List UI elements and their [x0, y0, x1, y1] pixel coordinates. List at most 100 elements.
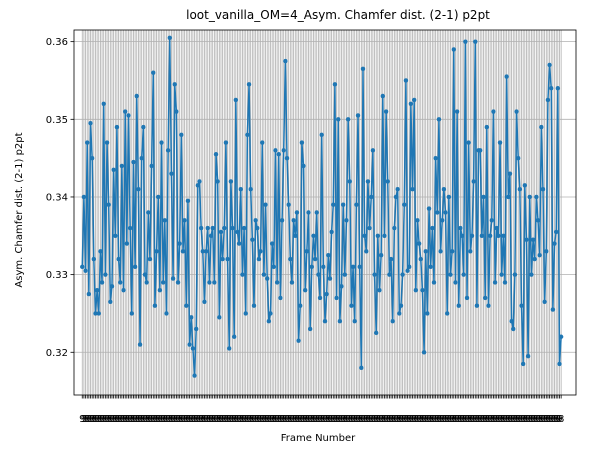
data-point: [125, 241, 129, 245]
data-point: [85, 140, 89, 144]
data-point: [272, 265, 276, 269]
data-point: [366, 179, 370, 183]
data-point: [240, 272, 244, 276]
data-point: [377, 288, 381, 292]
data-point: [293, 234, 297, 238]
data-point: [354, 203, 358, 207]
data-point: [509, 319, 513, 323]
data-point: [453, 280, 457, 284]
data-point: [546, 98, 550, 102]
data-point: [549, 86, 553, 90]
data-point: [457, 303, 461, 307]
data-point: [313, 257, 317, 261]
data-point: [523, 183, 527, 187]
data-point: [242, 226, 246, 230]
data-point: [173, 82, 177, 86]
data-point: [277, 152, 281, 156]
data-point: [301, 164, 305, 168]
data-point: [257, 257, 261, 261]
data-point: [303, 288, 307, 292]
data-point: [508, 171, 512, 175]
data-point: [310, 265, 314, 269]
data-point: [80, 265, 84, 269]
data-point: [435, 210, 439, 214]
data-point: [194, 327, 198, 331]
data-point: [369, 195, 373, 199]
data-point: [379, 253, 383, 257]
data-point: [425, 311, 429, 315]
data-point: [197, 179, 201, 183]
data-point: [445, 311, 449, 315]
data-point: [526, 354, 530, 358]
data-point: [542, 300, 546, 304]
data-point: [106, 203, 110, 207]
data-point: [539, 125, 543, 129]
data-point: [536, 218, 540, 222]
data-point: [463, 39, 467, 43]
data-point: [300, 140, 304, 144]
data-point: [244, 311, 248, 315]
data-point: [462, 272, 466, 276]
data-point: [544, 249, 548, 253]
data-point: [414, 288, 418, 292]
data-point: [270, 241, 274, 245]
data-point: [321, 265, 325, 269]
data-point: [135, 94, 139, 98]
data-point: [372, 272, 376, 276]
data-point: [316, 272, 320, 276]
data-point: [405, 269, 409, 273]
data-point: [158, 288, 162, 292]
data-point: [207, 280, 211, 284]
data-point: [440, 218, 444, 222]
y-tick-label: 0.36: [46, 37, 68, 48]
data-point: [481, 195, 485, 199]
data-point: [253, 218, 257, 222]
data-point: [470, 234, 474, 238]
data-point: [402, 203, 406, 207]
data-point: [348, 179, 352, 183]
data-point: [359, 366, 363, 370]
data-point: [186, 199, 190, 203]
chart-title: loot_vanilla_OM=4_Asym. Chamfer dist. (2…: [186, 8, 490, 22]
data-point: [496, 234, 500, 238]
data-point: [315, 210, 319, 214]
data-point: [140, 156, 144, 160]
data-point: [285, 156, 289, 160]
data-point: [400, 272, 404, 276]
data-point: [362, 234, 366, 238]
data-point: [480, 234, 484, 238]
data-point: [376, 234, 380, 238]
data-point: [488, 234, 492, 238]
data-point: [338, 319, 342, 323]
data-point: [234, 98, 238, 102]
data-point: [513, 272, 517, 276]
data-point: [82, 195, 86, 199]
data-point: [136, 187, 140, 191]
data-point: [211, 226, 215, 230]
data-point: [225, 257, 229, 261]
data-point: [113, 234, 117, 238]
data-point: [529, 272, 533, 276]
data-point: [146, 210, 150, 214]
data-point: [473, 39, 477, 43]
data-point: [392, 226, 396, 230]
data-point: [391, 319, 395, 323]
data-point: [131, 160, 135, 164]
data-point: [364, 249, 368, 253]
data-point: [305, 249, 309, 253]
data-point: [424, 249, 428, 253]
data-point: [384, 109, 388, 113]
data-point: [386, 179, 390, 183]
data-point: [541, 187, 545, 191]
data-point: [357, 265, 361, 269]
data-point: [485, 125, 489, 129]
data-point: [344, 218, 348, 222]
data-point: [399, 303, 403, 307]
data-point: [229, 179, 233, 183]
data-point: [397, 311, 401, 315]
data-point: [547, 63, 551, 67]
data-point: [115, 125, 119, 129]
data-point: [514, 109, 518, 113]
data-point: [417, 241, 421, 245]
